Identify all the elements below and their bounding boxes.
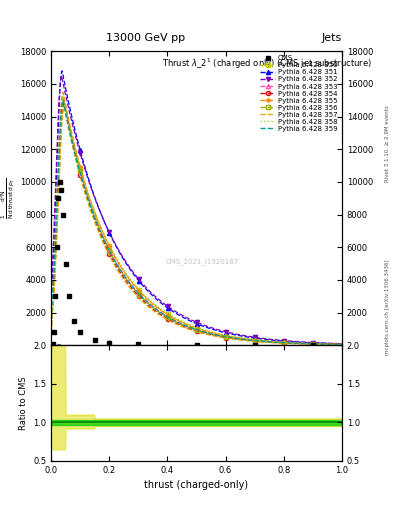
- Text: CMS_2021_I1920187: CMS_2021_I1920187: [166, 258, 239, 265]
- Text: Jets: Jets: [321, 33, 342, 44]
- Y-axis label: Ratio to CMS: Ratio to CMS: [18, 376, 28, 430]
- Text: Thrust $\lambda\_2^1$ (charged only) (CMS jet substructure): Thrust $\lambda\_2^1$ (charged only) (CM…: [162, 57, 372, 72]
- Y-axis label: $\frac{1}{\mathrm{N}}\frac{\mathrm{d}^2\mathrm{N}}{\mathrm{d}\,\mathrm{thrust}\,: $\frac{1}{\mathrm{N}}\frac{\mathrm{d}^2\…: [0, 177, 17, 219]
- Legend: CMS, Pythia 6.428 350, Pythia 6.428 351, Pythia 6.428 352, Pythia 6.428 353, Pyt: CMS, Pythia 6.428 350, Pythia 6.428 351,…: [259, 55, 338, 133]
- Text: 13000 GeV pp: 13000 GeV pp: [106, 33, 185, 44]
- Text: Rivet 3.1.10, ≥ 2.9M events: Rivet 3.1.10, ≥ 2.9M events: [385, 105, 390, 182]
- Text: mcplots.cern.ch [arXiv:1306.3436]: mcplots.cern.ch [arXiv:1306.3436]: [385, 260, 390, 355]
- X-axis label: thrust (charged-only): thrust (charged-only): [145, 480, 248, 490]
